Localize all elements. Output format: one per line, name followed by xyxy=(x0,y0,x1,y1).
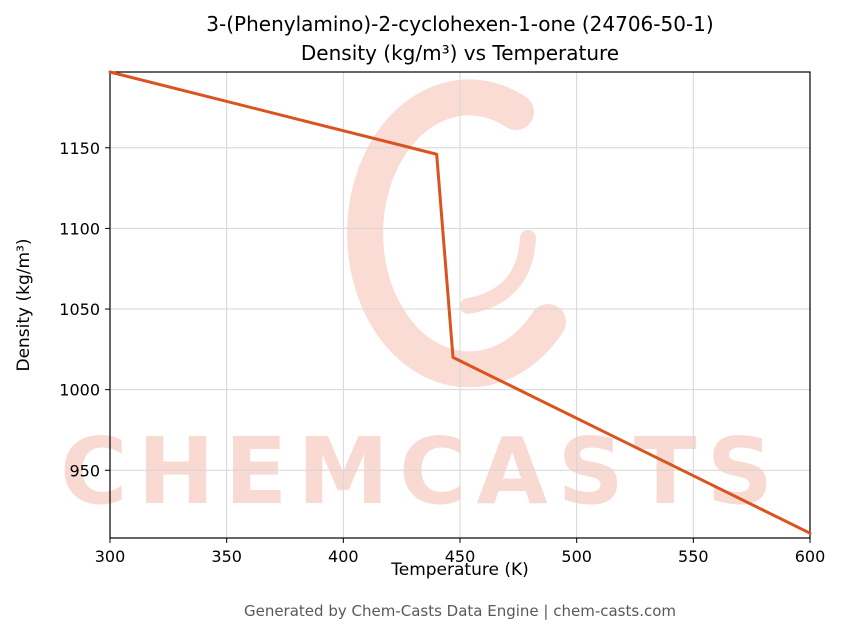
watermark-logo-swirl xyxy=(460,230,536,314)
x-tick-label: 600 xyxy=(795,547,826,566)
x-tick-label: 300 xyxy=(95,547,126,566)
x-tick-label: 500 xyxy=(561,547,592,566)
x-tick-label: 350 xyxy=(211,547,242,566)
footer-text: Generated by Chem-Casts Data Engine | ch… xyxy=(243,602,677,620)
density-line xyxy=(108,70,812,535)
plot-border xyxy=(109,71,811,539)
x-tick-label: 450 xyxy=(445,547,476,566)
y-tick-label: 1000 xyxy=(59,381,100,400)
x-tick-label: 550 xyxy=(678,547,709,566)
y-tick-label: 1100 xyxy=(59,219,100,238)
x-tick-label: 400 xyxy=(328,547,359,566)
watermark-text: CHEMCASTS xyxy=(60,418,783,525)
y-tick-label: 1050 xyxy=(59,300,100,319)
y-tick-label: 950 xyxy=(69,461,100,480)
x-axis-label: Temperature (K) xyxy=(391,560,529,580)
watermark-logo-ring xyxy=(347,79,566,388)
chart-title: 3-(Phenylamino)-2-cyclohexen-1-one (2470… xyxy=(110,10,810,68)
chart-title-line1: 3-(Phenylamino)-2-cyclohexen-1-one (2470… xyxy=(206,12,714,36)
chart-title-line2: Density (kg/m³) vs Temperature xyxy=(300,41,620,65)
y-tick-label: 1150 xyxy=(59,139,100,158)
